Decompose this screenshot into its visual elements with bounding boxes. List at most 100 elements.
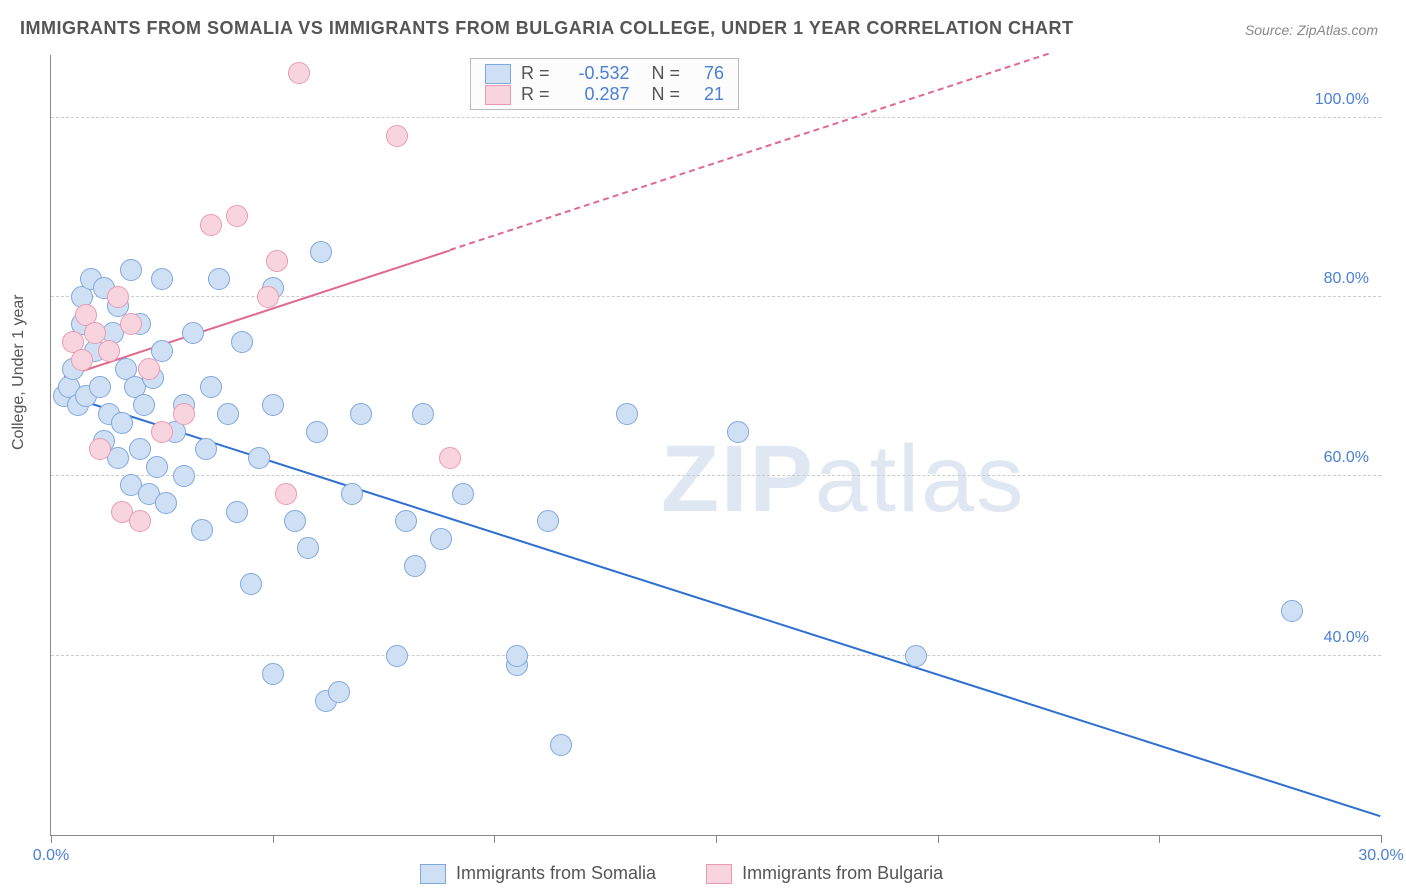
data-point: [616, 403, 638, 425]
watermark-rest: atlas: [815, 426, 1026, 532]
data-point: [1281, 600, 1303, 622]
data-point: [107, 286, 129, 308]
data-point: [89, 376, 111, 398]
data-point: [506, 645, 528, 667]
data-point: [240, 573, 262, 595]
data-point: [129, 510, 151, 532]
data-point: [341, 483, 363, 505]
series-legend: Immigrants from Somalia Immigrants from …: [420, 863, 943, 884]
x-tick: [938, 835, 939, 843]
data-point: [120, 259, 142, 281]
data-point: [284, 510, 306, 532]
x-tick: [1159, 835, 1160, 843]
data-point: [350, 403, 372, 425]
data-point: [111, 412, 133, 434]
x-tick: [1381, 835, 1382, 843]
data-point: [226, 501, 248, 523]
n-value: 21: [690, 84, 724, 105]
data-point: [129, 438, 151, 460]
data-point: [328, 681, 350, 703]
legend-swatch-bulgaria: [706, 864, 732, 884]
r-label: R =: [521, 63, 550, 84]
legend-swatch: [485, 85, 511, 105]
data-point: [151, 268, 173, 290]
data-point: [89, 438, 111, 460]
data-point: [146, 456, 168, 478]
y-tick-label: 40.0%: [1324, 629, 1369, 647]
data-point: [195, 438, 217, 460]
x-tick: [273, 835, 274, 843]
x-tick: [494, 835, 495, 843]
data-point: [262, 394, 284, 416]
chart-title: IMMIGRANTS FROM SOMALIA VS IMMIGRANTS FR…: [20, 18, 1073, 39]
watermark: ZIPatlas: [661, 425, 1025, 534]
data-point: [310, 241, 332, 263]
data-point: [155, 492, 177, 514]
legend-item-bulgaria: Immigrants from Bulgaria: [706, 863, 943, 884]
source-label: Source: ZipAtlas.com: [1245, 22, 1378, 38]
stats-legend-row: R = 0.287 N = 21: [485, 84, 724, 105]
data-point: [386, 125, 408, 147]
legend-swatch: [485, 64, 511, 84]
y-tick-label: 100.0%: [1315, 91, 1369, 109]
x-tick: [716, 835, 717, 843]
y-tick-label: 80.0%: [1324, 270, 1369, 288]
data-point: [182, 322, 204, 344]
y-axis-title: College, Under 1 year: [10, 294, 28, 450]
data-point: [266, 250, 288, 272]
data-point: [257, 286, 279, 308]
data-point: [71, 349, 93, 371]
data-point: [412, 403, 434, 425]
x-tick-label: 0.0%: [33, 847, 69, 865]
n-value: 76: [690, 63, 724, 84]
data-point: [550, 734, 572, 756]
data-point: [191, 519, 213, 541]
data-point: [231, 331, 253, 353]
data-point: [395, 510, 417, 532]
stats-legend-row: R = -0.532 N = 76: [485, 63, 724, 84]
data-point: [217, 403, 239, 425]
data-point: [200, 214, 222, 236]
gridline-h: [51, 296, 1381, 297]
data-point: [430, 528, 452, 550]
data-point: [452, 483, 474, 505]
data-point: [439, 447, 461, 469]
plot-area: ZIPatlas 40.0%60.0%80.0%100.0%0.0%30.0%: [50, 55, 1381, 836]
data-point: [208, 268, 230, 290]
data-point: [386, 645, 408, 667]
data-point: [200, 376, 222, 398]
x-tick-label: 30.0%: [1358, 847, 1403, 865]
data-point: [306, 421, 328, 443]
data-point: [727, 421, 749, 443]
gridline-h: [51, 117, 1381, 118]
gridline-h: [51, 475, 1381, 476]
legend-swatch-somalia: [420, 864, 446, 884]
data-point: [133, 394, 155, 416]
x-tick: [51, 835, 52, 843]
legend-label-bulgaria: Immigrants from Bulgaria: [742, 863, 943, 884]
data-point: [173, 403, 195, 425]
data-point: [226, 205, 248, 227]
data-point: [404, 555, 426, 577]
n-label: N =: [652, 84, 681, 105]
gridline-h: [51, 655, 1381, 656]
data-point: [275, 483, 297, 505]
r-label: R =: [521, 84, 550, 105]
data-point: [151, 421, 173, 443]
data-point: [262, 663, 284, 685]
data-point: [537, 510, 559, 532]
legend-item-somalia: Immigrants from Somalia: [420, 863, 656, 884]
data-point: [248, 447, 270, 469]
n-label: N =: [652, 63, 681, 84]
data-point: [98, 340, 120, 362]
data-point: [173, 465, 195, 487]
data-point: [297, 537, 319, 559]
data-point: [905, 645, 927, 667]
r-value: -0.532: [560, 63, 630, 84]
y-tick-label: 60.0%: [1324, 449, 1369, 467]
stats-legend: R = -0.532 N = 76 R = 0.287 N = 21: [470, 58, 739, 110]
r-value: 0.287: [560, 84, 630, 105]
legend-label-somalia: Immigrants from Somalia: [456, 863, 656, 884]
data-point: [120, 313, 142, 335]
data-point: [288, 62, 310, 84]
